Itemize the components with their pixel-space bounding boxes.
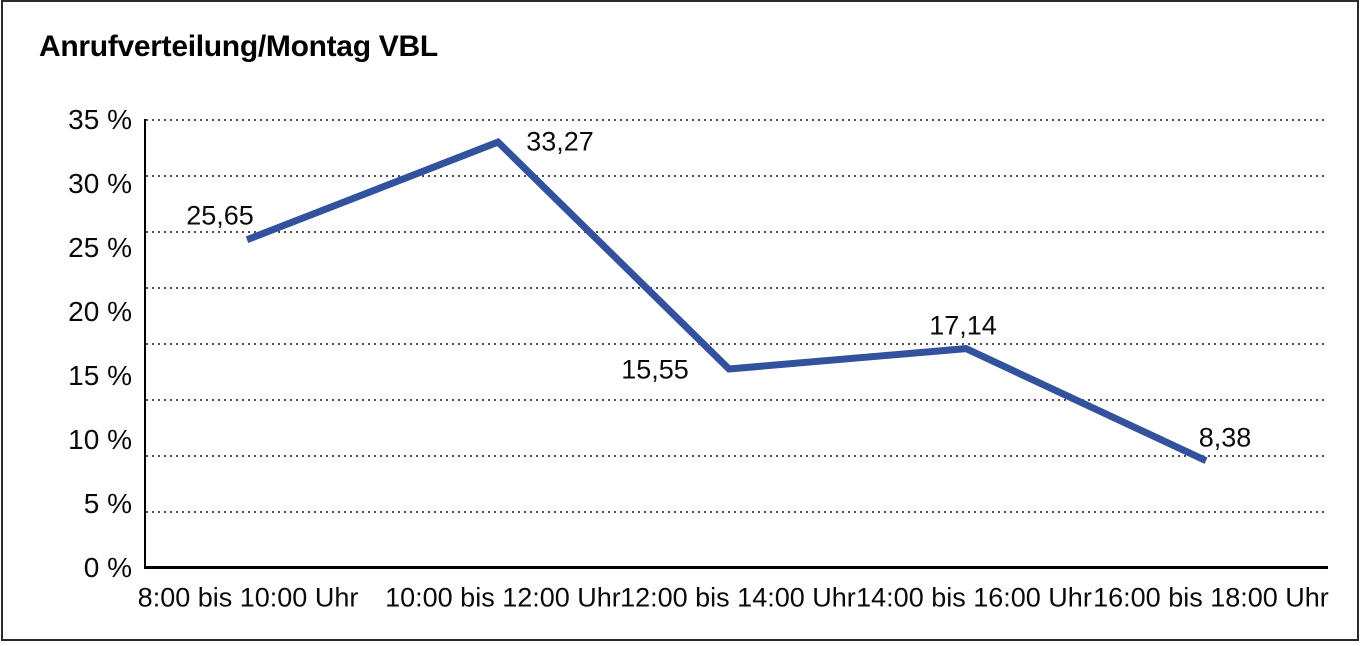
y-tick-label: 20 % bbox=[68, 296, 132, 327]
gridline bbox=[146, 287, 1328, 289]
x-tick-label: 12:00 bis 14:00 Uhr bbox=[620, 582, 856, 613]
line-series-svg bbox=[245, 138, 1208, 464]
gridline bbox=[146, 399, 1328, 401]
series-line bbox=[245, 138, 1208, 464]
data-point-value-label: 25,65 bbox=[186, 200, 254, 231]
y-axis-line bbox=[144, 119, 146, 569]
x-tick-label: 16:00 bis 18:00 Uhr bbox=[1093, 582, 1329, 613]
gridline bbox=[146, 231, 1328, 233]
data-point-value-label: 33,27 bbox=[526, 126, 594, 157]
y-tick-label: 5 % bbox=[83, 488, 132, 519]
x-tick-label: 8:00 bis 10:00 Uhr bbox=[137, 582, 359, 613]
plot-area: 25,65 33,27 15,55 17,14 8,38 bbox=[146, 119, 1328, 568]
gridline bbox=[146, 511, 1328, 513]
chart-title: Anrufverteilung/Montag VBL bbox=[39, 30, 438, 63]
y-tick-label: 0 % bbox=[83, 552, 132, 583]
x-axis-line bbox=[144, 566, 1328, 569]
y-tick-label: 10 % bbox=[68, 424, 132, 455]
data-point-value-label: 8,38 bbox=[1198, 422, 1252, 453]
x-tick-label: 14:00 bis 16:00 Uhr bbox=[856, 582, 1092, 613]
gridline bbox=[146, 175, 1328, 177]
y-tick-label: 15 % bbox=[68, 360, 132, 391]
y-tick-label: 35 % bbox=[68, 104, 132, 135]
y-tick-label: 30 % bbox=[68, 168, 132, 199]
data-point-value-label: 15,55 bbox=[621, 354, 689, 385]
gridline bbox=[146, 343, 1328, 345]
x-tick-label: 10:00 bis 12:00 Uhr bbox=[385, 582, 621, 613]
data-point-value-label: 17,14 bbox=[929, 310, 997, 341]
y-tick-label: 25 % bbox=[68, 232, 132, 263]
gridline bbox=[146, 455, 1328, 457]
gridline bbox=[146, 119, 1328, 121]
